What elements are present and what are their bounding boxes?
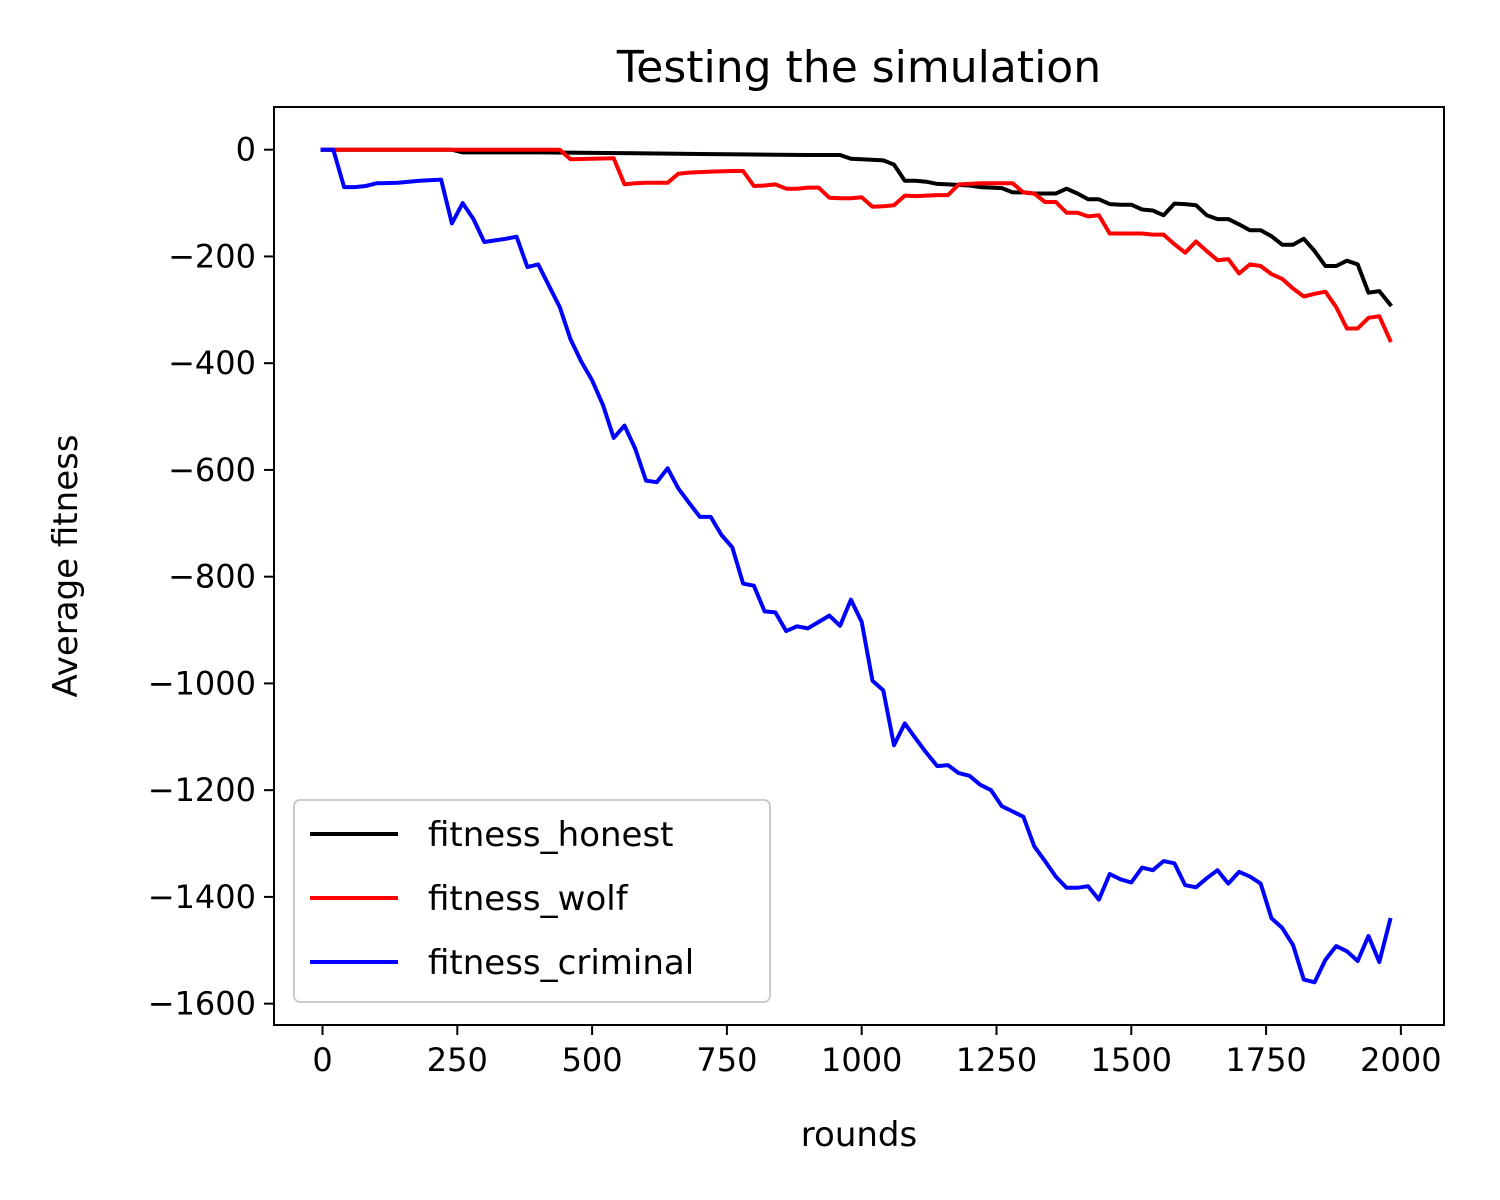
x-tick-label: 1750 <box>1225 1041 1306 1079</box>
x-axis-label: rounds <box>801 1115 917 1155</box>
legend-label-fitness_honest: fitness_honest <box>428 815 674 855</box>
y-tick-label: −800 <box>168 558 256 596</box>
x-tick-label: 2000 <box>1360 1041 1441 1079</box>
x-tick-label: 1000 <box>821 1041 902 1079</box>
plot-frame <box>273 106 1445 1026</box>
x-tick-label: 1250 <box>956 1041 1037 1079</box>
y-tick-label: −1600 <box>148 985 256 1023</box>
x-tick-label: 1500 <box>1091 1041 1172 1079</box>
x-tick-label: 500 <box>562 1041 623 1079</box>
series-line-fitness_wolf <box>320 147 1393 343</box>
legend-label-fitness_criminal: fitness_criminal <box>428 943 694 983</box>
y-tick-label: −600 <box>168 451 256 489</box>
series-line-fitness_criminal <box>320 147 1393 985</box>
x-axis-ticks: 0 250 500 750 1000 1250 1500 1750 2000 <box>312 1025 1442 1079</box>
legend-label-fitness_wolf: fitness_wolf <box>428 879 629 919</box>
y-tick-label: −1000 <box>148 664 256 702</box>
x-tick-label: 0 <box>312 1041 332 1079</box>
y-tick-label: −400 <box>168 344 256 382</box>
x-tick-label: 250 <box>427 1041 488 1079</box>
plot-lines <box>320 147 1393 985</box>
legend-box <box>293 799 771 1003</box>
chart-title: Testing the simulation <box>616 42 1101 93</box>
y-axis-ticks: 0 −200 −400 −600 −800 −1000 −1200 −1400 −1600 <box>148 131 274 1023</box>
x-tick-label: 750 <box>696 1041 757 1079</box>
series-line-fitness_honest <box>320 147 1393 308</box>
y-tick-label: −1400 <box>148 878 256 916</box>
y-axis-label: Average fitness <box>46 434 86 697</box>
y-tick-label: −1200 <box>148 771 256 809</box>
y-tick-label: −200 <box>168 237 256 275</box>
legend: fitness_honest fitness_wolf fitness_crimin… <box>293 799 771 1003</box>
y-tick-label: 0 <box>236 131 256 169</box>
